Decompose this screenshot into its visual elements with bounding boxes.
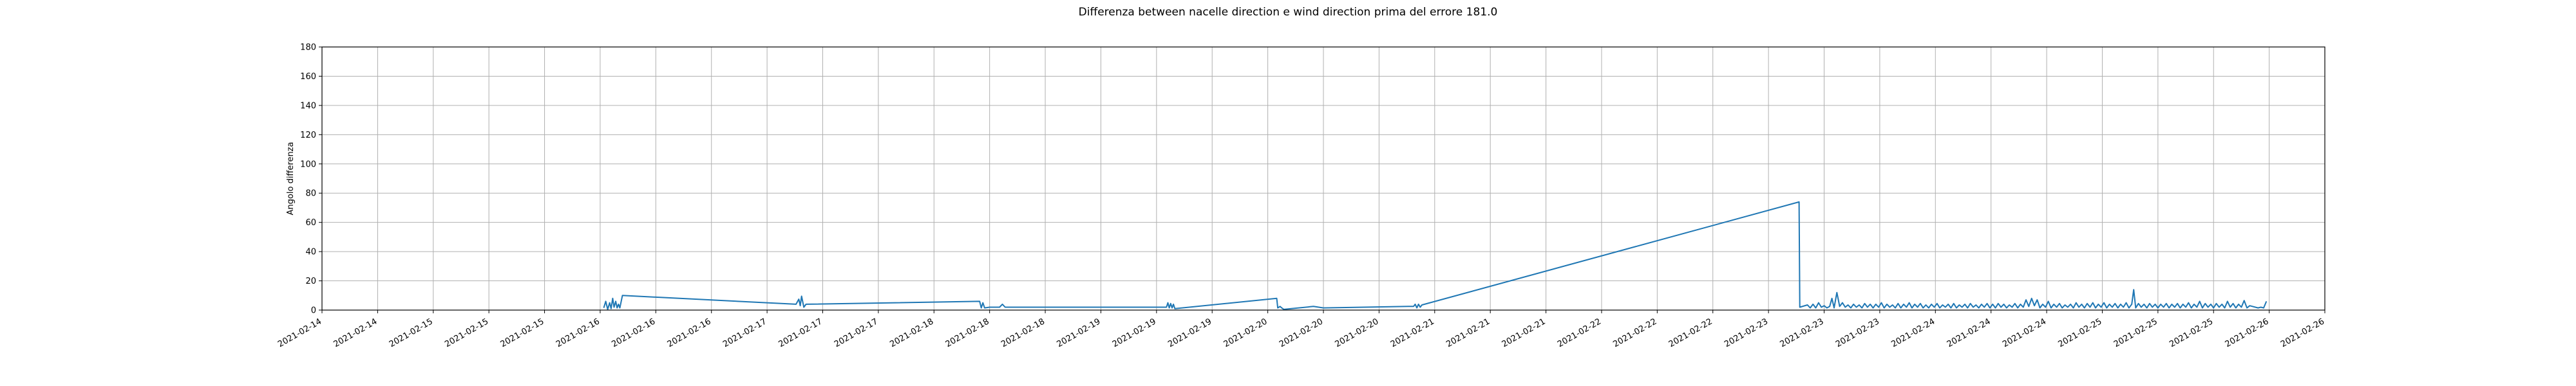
x-tick-label: 2021-02-17 bbox=[777, 317, 824, 349]
x-tick-label: 2021-02-16 bbox=[666, 317, 713, 349]
x-tick-label: 2021-02-22 bbox=[1556, 317, 1603, 349]
x-tick-label: 2021-02-16 bbox=[554, 317, 601, 349]
y-tick-label: 100 bbox=[300, 160, 316, 169]
x-tick-label: 2021-02-25 bbox=[2112, 317, 2159, 349]
x-tick-label: 2021-02-16 bbox=[610, 317, 657, 349]
x-tick-label: 2021-02-20 bbox=[1222, 317, 1269, 349]
grid bbox=[321, 46, 2325, 311]
y-tick-label: 120 bbox=[300, 131, 316, 140]
y-tick-label: 40 bbox=[305, 248, 316, 257]
y-tick-label: 80 bbox=[305, 189, 316, 199]
x-tick-label: 2021-02-25 bbox=[2057, 317, 2104, 349]
x-tick-label: 2021-02-15 bbox=[388, 317, 435, 349]
y-tick-label: 180 bbox=[300, 43, 316, 53]
x-tick-label: 2021-02-18 bbox=[888, 317, 935, 349]
y-tick-label: 140 bbox=[300, 101, 316, 111]
x-tick-label: 2021-02-14 bbox=[332, 317, 379, 349]
x-axis: 2021-02-14 2021-02-14 2021-02-15 2021-02-15… bbox=[276, 310, 2326, 349]
x-tick-label: 2021-02-26 bbox=[2279, 317, 2326, 349]
x-tick-label: 2021-02-19 bbox=[1166, 317, 1213, 349]
x-tick-label: 2021-02-19 bbox=[1056, 317, 1103, 349]
x-tick-label: 2021-02-22 bbox=[1667, 317, 1714, 349]
x-tick-label: 2021-02-25 bbox=[2168, 317, 2215, 349]
x-tick-label: 2021-02-23 bbox=[1834, 317, 1881, 349]
chart-title: Differenza between nacelle direction e w… bbox=[1079, 6, 1498, 19]
x-tick-label: 2021-02-19 bbox=[1111, 317, 1158, 349]
x-tick-label: 2021-02-21 bbox=[1501, 317, 1548, 349]
y-tick-label: 160 bbox=[300, 72, 316, 82]
x-tick-label: 2021-02-15 bbox=[443, 317, 490, 349]
x-tick-label: 2021-02-21 bbox=[1444, 317, 1492, 349]
series-layer bbox=[603, 201, 2268, 310]
x-tick-label: 2021-02-15 bbox=[499, 317, 546, 349]
x-tick-label: 2021-02-20 bbox=[1333, 317, 1380, 349]
x-tick-label: 2021-02-26 bbox=[2224, 317, 2271, 349]
x-tick-label: 2021-02-24 bbox=[1889, 317, 1937, 349]
x-tick-label: 2021-02-23 bbox=[1779, 317, 1826, 349]
x-tick-label: 2021-02-18 bbox=[944, 317, 991, 349]
x-tick-label: 2021-02-22 bbox=[1611, 317, 1658, 349]
x-tick-label: 2021-02-24 bbox=[1946, 317, 1993, 349]
y-axis: 0 20 40 60 80 100 120 140 160 180 bbox=[300, 43, 322, 316]
x-tick-label: 2021-02-17 bbox=[721, 317, 768, 349]
y-tick-label: 60 bbox=[305, 218, 316, 228]
x-tick-label: 2021-02-17 bbox=[833, 317, 880, 349]
series-line bbox=[603, 201, 2268, 310]
x-tick-label: 2021-02-14 bbox=[276, 317, 323, 349]
y-axis-label: Angolo differenza bbox=[286, 142, 296, 216]
x-tick-label: 2021-02-18 bbox=[999, 317, 1046, 349]
x-tick-label: 2021-02-20 bbox=[1278, 317, 1325, 349]
x-tick-label: 2021-02-21 bbox=[1389, 317, 1436, 349]
y-tick-label: 0 bbox=[311, 306, 316, 316]
y-tick-label: 20 bbox=[305, 277, 316, 286]
x-tick-label: 2021-02-23 bbox=[1723, 317, 1770, 349]
x-tick-label: 2021-02-24 bbox=[2001, 317, 2048, 349]
